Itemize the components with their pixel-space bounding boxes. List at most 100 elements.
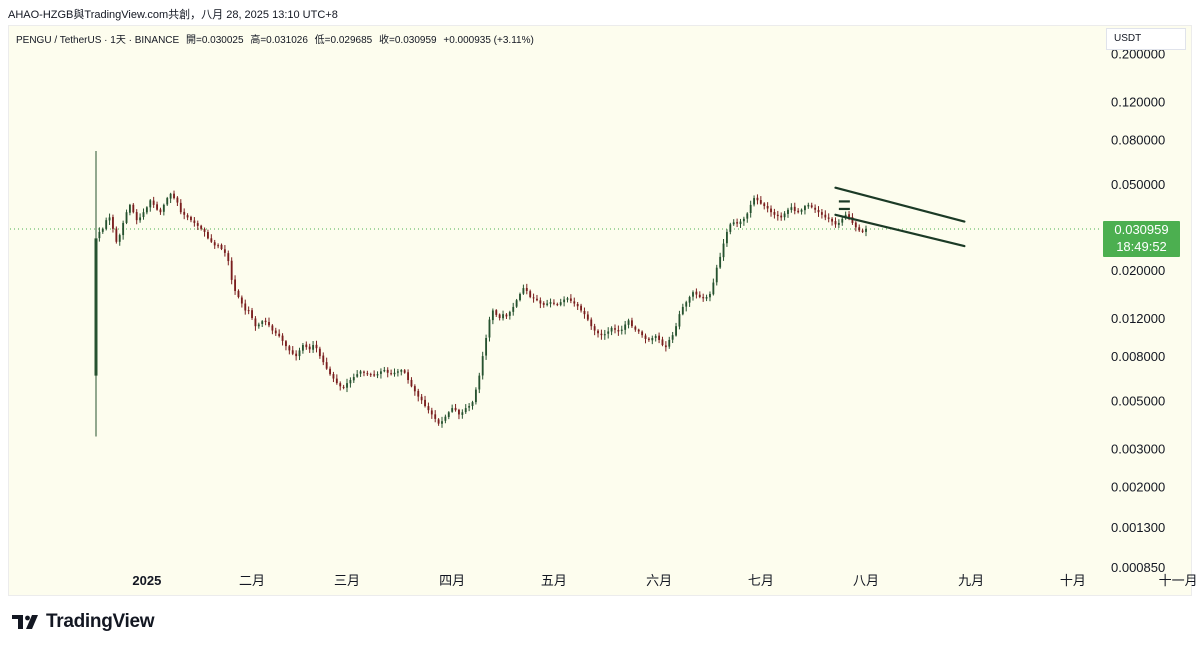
candle-body [766, 205, 769, 209]
legend-high: 高=0.031026 [250, 35, 308, 46]
candle-body [529, 291, 532, 298]
candle-body [556, 304, 559, 306]
candle-body [631, 320, 633, 327]
x-tick-label: 十一月 [1159, 573, 1198, 588]
x-tick-label: 六月 [646, 573, 672, 588]
candle-body [332, 374, 335, 379]
candle-body [179, 202, 182, 213]
candle-body [156, 204, 158, 210]
candle-body [837, 222, 840, 225]
candle-body [709, 293, 711, 298]
candle-body [729, 224, 732, 232]
candle-body [573, 301, 576, 304]
candle-body [603, 334, 606, 336]
candles-layer [94, 150, 867, 437]
candle-body [600, 333, 603, 336]
channel-upper-line[interactable] [834, 186, 966, 223]
y-tick-label: 0.080000 [1111, 133, 1165, 148]
tradingview-logo-icon [12, 615, 38, 629]
x-tick-label: 十月 [1060, 573, 1086, 588]
candle-body [590, 319, 593, 327]
candle-body [776, 214, 779, 217]
candle-body [268, 322, 270, 326]
candle-body [112, 217, 114, 229]
candle-body [787, 209, 789, 214]
candle-body [763, 203, 766, 207]
candle-body [94, 238, 98, 376]
ohlc-legend: PENGU / TetherUS · 1天 · BINANCE 開=0.0300… [16, 31, 538, 46]
candle-body [658, 335, 661, 340]
last-price-value: 0.030959 [1114, 222, 1169, 237]
legend-symbol[interactable]: PENGU / TetherUS · 1天 · BINANCE [16, 35, 180, 46]
candle-body [654, 336, 657, 338]
y-tick-label: 0.200000 [1111, 47, 1165, 62]
candle-body [325, 362, 328, 369]
x-axis: 2025 二月 三月 四月 五月 六月 七月 八月 九月 十月 十一月 [132, 573, 1197, 588]
candle-body [793, 206, 796, 211]
candle-body [759, 200, 762, 204]
candle-body [858, 227, 861, 231]
candle-body [105, 220, 108, 229]
candle-body [790, 207, 793, 210]
channel-lower-line[interactable] [834, 213, 966, 248]
candle-body [512, 306, 515, 312]
candle-body [566, 298, 569, 300]
candle-body [98, 231, 101, 239]
candle-body [481, 356, 484, 376]
candle-body [380, 371, 382, 374]
candle-body [427, 406, 430, 411]
candle-body [692, 292, 694, 297]
candle-body [407, 372, 410, 381]
candle-body [742, 218, 745, 222]
candle-body [817, 209, 820, 213]
candle-body [498, 314, 501, 319]
candle-body [474, 389, 477, 403]
candle-body [834, 221, 837, 225]
candle-body [352, 377, 355, 381]
candle-body [254, 318, 257, 327]
currency-selector[interactable]: USDT [1106, 28, 1186, 50]
candle-body [681, 306, 684, 315]
candle-body [430, 410, 433, 415]
candle-body [651, 337, 654, 341]
candle-body [607, 331, 610, 334]
candle-body [264, 320, 267, 323]
candle-body [451, 408, 454, 412]
candle-body [298, 350, 301, 357]
candle-body [251, 310, 253, 319]
candle-body [502, 314, 504, 319]
candle-body [593, 326, 596, 331]
candle-body [546, 303, 549, 305]
candle-body [308, 346, 311, 350]
candle-body [166, 198, 169, 205]
candle-body [865, 228, 867, 232]
tradingview-logo[interactable]: TradingView [12, 611, 155, 633]
candle-body [210, 238, 213, 242]
chart-header-title: AHAO-HZGB與TradingView.com共創，八月 28, 2025 … [8, 9, 338, 21]
channel-layer [834, 186, 966, 248]
y-tick-label: 0.001300 [1111, 520, 1165, 535]
candle-body [831, 218, 834, 222]
candle-body [539, 300, 542, 304]
candle-body [301, 345, 304, 351]
candle-body [576, 303, 579, 307]
candle-body [447, 412, 450, 417]
y-tick-label: 0.003000 [1111, 441, 1165, 456]
candle-body [305, 344, 308, 348]
candle-body [519, 293, 521, 301]
x-tick-label: 三月 [334, 573, 360, 588]
candle-body [485, 337, 488, 356]
candle-body [454, 407, 457, 411]
candle-body [695, 291, 698, 295]
candle-body [285, 341, 287, 347]
candle-body [257, 324, 260, 327]
candle-body [346, 383, 348, 388]
candle-body [118, 235, 121, 242]
candle-body [464, 408, 467, 413]
candle-body [461, 412, 464, 415]
candle-body [230, 260, 233, 280]
bar-countdown: 18:49:52 [1116, 239, 1167, 254]
candle-body [318, 348, 321, 357]
y-tick-label: 0.000850 [1111, 560, 1165, 575]
